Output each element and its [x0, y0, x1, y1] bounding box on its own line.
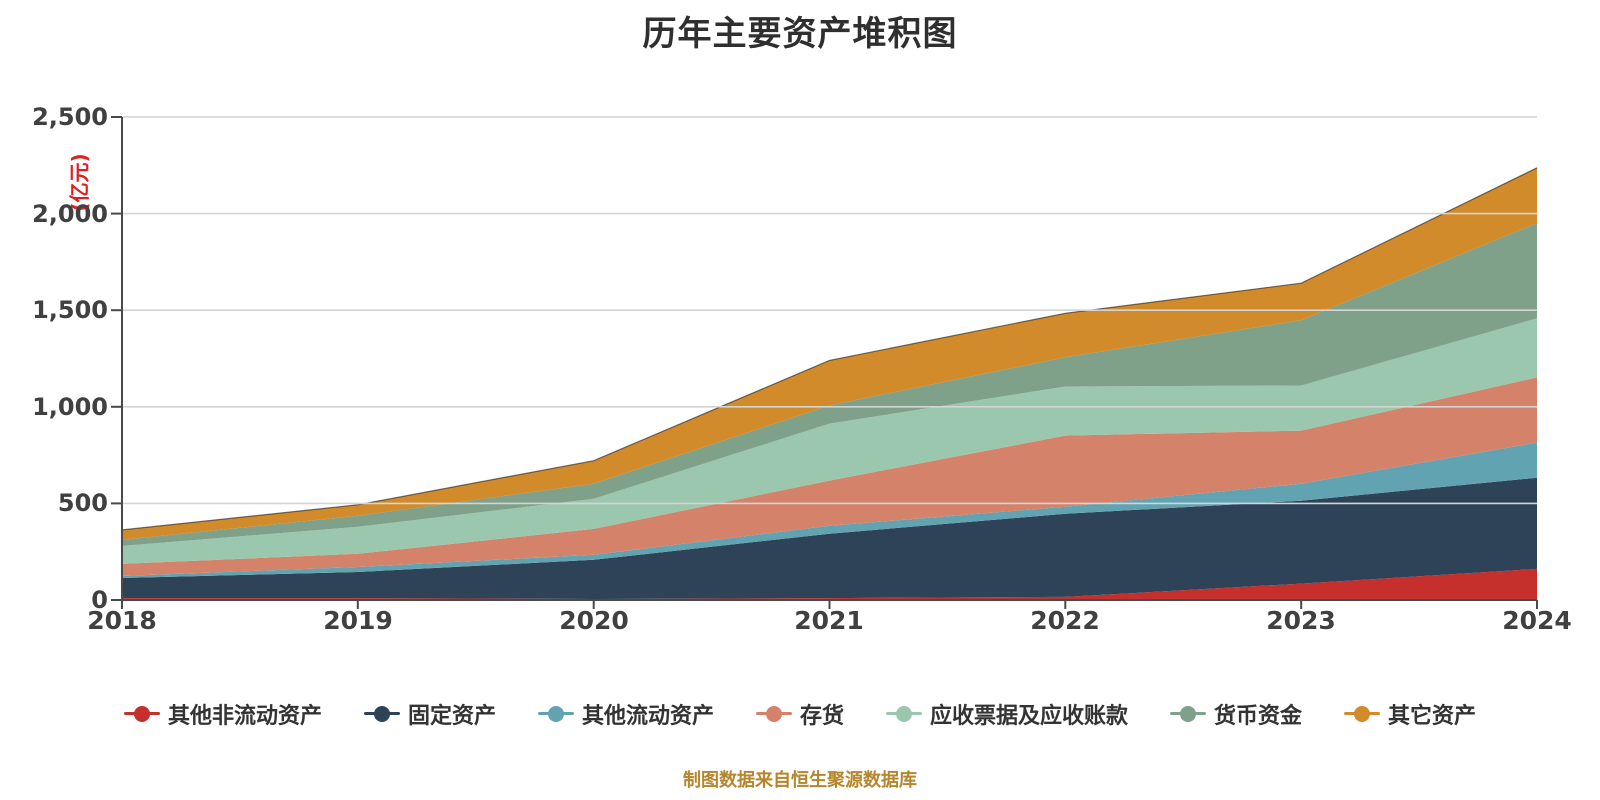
legend-label: 固定资产 [407, 704, 496, 729]
legend-item-other-current-assets[interactable]: 其他流动资产 [537, 698, 714, 730]
x-tick-label-2021: 2021 [794, 606, 864, 635]
legend-marker-icon [1170, 706, 1207, 722]
legend-marker-icon [1344, 706, 1381, 722]
legend-marker-icon [886, 706, 922, 722]
legend-label: 其它资产 [1388, 704, 1477, 729]
legend-label: 其他非流动资产 [167, 704, 322, 729]
legend-marker-icon [363, 706, 400, 722]
legend-marker-icon [123, 706, 160, 722]
x-tick-label-2023: 2023 [1266, 606, 1336, 635]
x-tick-label-2024: 2024 [1502, 606, 1572, 635]
y-tick-label-500: 500 [57, 489, 108, 517]
chart-legend: 其他非流动资产 固定资产 其他流动资产 存货 应收票据及应收账款 货币资金 其它… [0, 698, 1600, 730]
legend-item-fixed-assets[interactable]: 固定资产 [363, 698, 496, 730]
x-tick-label-2019: 2019 [323, 606, 393, 635]
y-tick-label-1500: 1,500 [32, 296, 108, 324]
page-title: 历年主要资产堆积图 [642, 14, 958, 54]
legend-label: 存货 [799, 704, 844, 729]
legend-label: 应收票据及应收账款 [930, 704, 1129, 729]
x-tick-label-2020: 2020 [559, 606, 629, 635]
legend-label: 其他流动资产 [581, 704, 714, 729]
legend-item-other-noncurrent-assets[interactable]: 其他非流动资产 [123, 698, 322, 730]
legend-marker-icon [537, 706, 574, 722]
x-tick-label-2018: 2018 [87, 606, 157, 635]
y-tick-label-2500: 2,500 [32, 103, 108, 131]
legend-item-inventory[interactable]: 存货 [755, 698, 844, 730]
data-source-note: 制图数据来自恒生聚源数据库 [683, 770, 917, 791]
x-tick-label-2022: 2022 [1030, 606, 1100, 635]
legend-label: 货币资金 [1214, 704, 1303, 729]
legend-item-cash[interactable]: 货币资金 [1170, 698, 1302, 730]
y-tick-label-2000: 2,000 [32, 200, 108, 228]
legend-marker-icon [755, 706, 792, 722]
legend-item-other-assets[interactable]: 其它资产 [1344, 698, 1476, 730]
y-tick-label-0: 0 [91, 586, 108, 614]
legend-item-receivables[interactable]: 应收票据及应收账款 [886, 698, 1128, 730]
y-tick-label-1000: 1,000 [32, 393, 108, 421]
